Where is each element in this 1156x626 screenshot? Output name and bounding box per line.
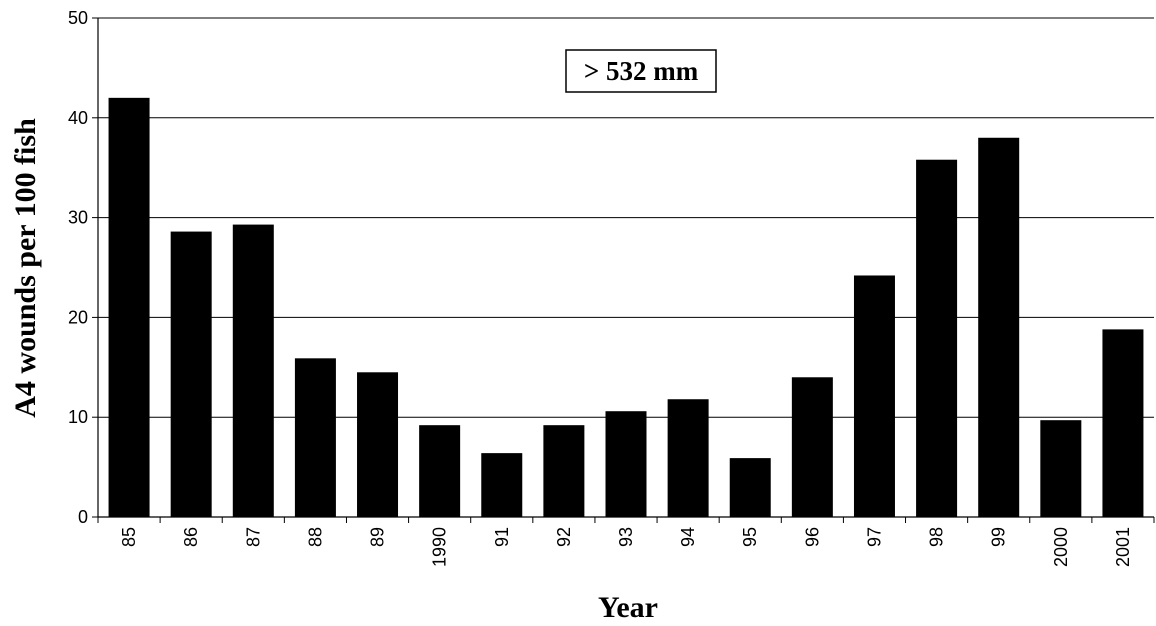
y-tick-label: 40 [68, 108, 88, 128]
x-tick-label: 97 [864, 527, 884, 547]
bar-2001 [1102, 329, 1144, 517]
x-tick-label: 87 [243, 527, 263, 547]
bar-97 [853, 275, 895, 517]
gridlines [98, 17, 1154, 418]
bars [108, 97, 1144, 517]
y-tick-label: 0 [78, 507, 88, 527]
bar-86 [170, 231, 212, 517]
bar-91 [481, 453, 523, 517]
bar-2000 [1040, 420, 1082, 517]
bar-89 [357, 372, 399, 517]
x-tick-label: 98 [927, 527, 947, 547]
bar-96 [791, 377, 833, 517]
x-tick-label: 94 [678, 527, 698, 547]
x-tick-label: 86 [181, 527, 201, 547]
bar-94 [667, 399, 709, 517]
annotation-frame [565, 49, 717, 93]
y-tick-labels: 0 10 20 30 40 50 [68, 8, 88, 527]
bar-92 [543, 425, 585, 517]
bar-87 [232, 224, 274, 517]
x-tick-label: 92 [554, 527, 574, 547]
y-tick-label: 10 [68, 407, 88, 427]
bar-99 [978, 137, 1020, 517]
x-tick-labels: 85 86 87 88 89 1990 91 92 93 94 95 96 97 98 99 2000 2001 [119, 527, 1133, 567]
annotation-box: > 532 mm [565, 49, 717, 93]
x-tick-label: 88 [305, 527, 325, 547]
bar-95 [729, 458, 771, 517]
bar-85 [108, 97, 150, 517]
x-tick-label: 95 [740, 527, 760, 547]
y-tick-label: 50 [68, 8, 88, 28]
axes [92, 17, 1155, 523]
x-tick-label: 85 [119, 527, 139, 547]
x-tick-label: 99 [989, 527, 1009, 547]
bar-93 [605, 411, 647, 517]
y-tick-label: 20 [68, 307, 88, 327]
x-tick-label: 89 [368, 527, 388, 547]
x-tick-label: 2000 [1051, 527, 1071, 567]
annotation-label: > 532 mm [584, 56, 699, 86]
bar-88 [294, 358, 336, 517]
x-tick-label: 1990 [430, 527, 450, 567]
bar-98 [916, 159, 958, 517]
x-axis-title: Year [598, 591, 658, 624]
x-tick-label: 2001 [1113, 527, 1133, 567]
x-tick-label: 96 [802, 527, 822, 547]
y-axis-title: A4 wounds per 100 fish [9, 118, 42, 418]
bar-1990 [419, 425, 461, 517]
x-tick-label: 91 [492, 527, 512, 547]
y-tick-label: 30 [68, 208, 88, 228]
x-tick-label: 93 [616, 527, 636, 547]
